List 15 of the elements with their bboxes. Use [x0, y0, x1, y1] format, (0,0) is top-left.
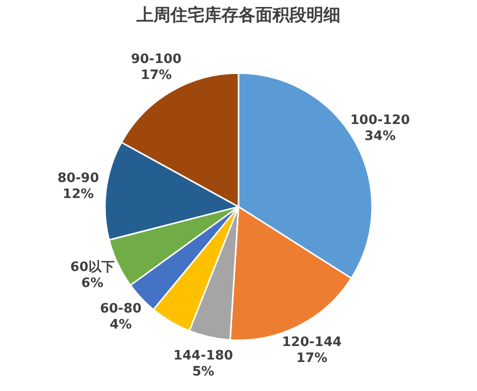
slice-label: 90-100 [130, 52, 182, 68]
slice-label: 144-180 [173, 348, 234, 364]
data-label: 34% [364, 129, 396, 144]
data-label: 12% [62, 186, 94, 202]
slice-label: 80-90 [57, 170, 100, 186]
slice-label: 120-144 [282, 335, 342, 350]
data-label: 6% [81, 276, 104, 291]
slice-label: 60以下 [70, 260, 114, 275]
data-label: 5% [192, 364, 214, 380]
data-label: 4% [110, 318, 132, 333]
data-label: 17% [140, 68, 172, 84]
slice-label: 60-80 [100, 302, 142, 317]
chart-title: 上周住宅库存各面积段明细 [136, 6, 340, 26]
data-label: 17% [296, 351, 328, 366]
slice-label: 100-120 [350, 113, 410, 128]
